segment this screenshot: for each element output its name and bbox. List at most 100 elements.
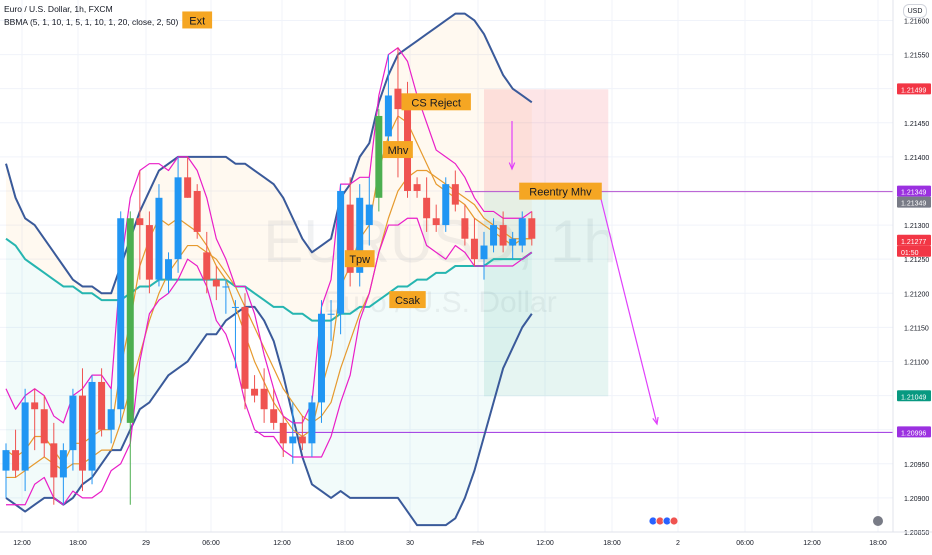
price-level-badge: 1.21349	[897, 196, 931, 208]
candle-body	[40, 409, 48, 444]
candle-body	[356, 197, 364, 273]
watermark-symbol: EURUSD, 1h	[263, 208, 616, 275]
candle-body	[413, 184, 421, 191]
candle-body	[317, 313, 325, 403]
annotation-text: Csak	[395, 295, 421, 307]
time-tick-label: 12:00	[536, 540, 554, 547]
candle-body	[145, 225, 153, 280]
candle-body	[50, 443, 58, 478]
candle-body	[203, 252, 211, 280]
price-tick-label: 1.21550	[904, 53, 929, 60]
price-tick-label: 1.21400	[904, 155, 929, 162]
time-tick-label: Feb	[472, 540, 484, 547]
annotation-box	[401, 93, 471, 111]
candle-body	[12, 450, 20, 471]
candle-body	[78, 395, 86, 471]
price-level-badge: 1.21049	[897, 390, 931, 402]
candle-body	[59, 450, 67, 478]
candle-body	[31, 402, 39, 410]
price-tick-label: 1.20850	[904, 530, 929, 537]
candle-body	[165, 259, 173, 280]
symbol-title[interactable]: Euro / U.S. Dollar, 1h, FXCM	[4, 4, 113, 14]
cs-reject-arrow-head	[508, 162, 516, 171]
price-level-badge: 1.21349	[897, 185, 931, 197]
price-axis: 1.216001.215501.215001.214501.214001.213…	[892, 0, 931, 537]
price-level-bg	[897, 234, 931, 246]
candle-body	[2, 450, 10, 471]
price-level-text: 1.21499	[901, 87, 926, 94]
candle-body	[365, 204, 373, 226]
time-tick-label: 18:00	[603, 540, 621, 547]
candle-body	[451, 184, 459, 205]
annotation-text: Mhv	[388, 145, 409, 157]
price-level-text: 1.20996	[901, 430, 926, 437]
annotation-box	[182, 11, 213, 29]
candle-body	[126, 218, 134, 423]
price-tick-label: 1.21250	[904, 257, 929, 264]
candle-body	[346, 204, 354, 273]
price-level-bg	[897, 426, 931, 438]
candle-body	[174, 177, 182, 260]
projection-arrow-head	[652, 416, 659, 426]
price-level-text: 01:50	[901, 250, 919, 257]
projection-arrow	[600, 198, 659, 426]
annotation-reentry-mhv: Reentry Mhv	[519, 182, 602, 200]
candle-body	[212, 279, 220, 287]
price-tick-label: 1.20900	[904, 496, 929, 503]
time-tick-label: 12:00	[273, 540, 291, 547]
event-icon	[873, 516, 883, 526]
candle-body	[470, 238, 478, 260]
bb-upper-line	[5, 12, 533, 295]
price-level-badge: 1.21499	[897, 83, 931, 95]
flag-icon	[669, 516, 679, 526]
time-tick-label: 06:00	[202, 540, 220, 547]
candle-body	[21, 402, 29, 471]
candle-body	[289, 436, 297, 444]
time-tick-label: 06:00	[736, 540, 754, 547]
candle-body	[193, 190, 201, 232]
annotation-box	[344, 250, 375, 268]
candle-body	[528, 218, 536, 239]
annotation-text: Tpw	[349, 254, 370, 266]
candle-body	[88, 381, 96, 471]
time-tick-label: 30	[406, 540, 414, 547]
candle-body	[509, 238, 517, 246]
price-level-text: 1.21277	[901, 239, 926, 246]
time-tick-label: 12:00	[803, 540, 821, 547]
candle-body	[518, 218, 526, 246]
time-tick-label: 18:00	[69, 540, 87, 547]
candle-body	[432, 218, 440, 226]
candle-body	[184, 177, 192, 198]
candle-body	[298, 436, 306, 444]
candle-body	[107, 409, 115, 430]
price-level-bg	[897, 245, 931, 257]
bb-inner-upper-line	[5, 47, 533, 424]
candle-body	[327, 313, 335, 315]
currency-button[interactable]: USD	[903, 4, 927, 18]
price-level-text: 1.21349	[901, 201, 926, 208]
annotation-text: Reentry Mhv	[529, 187, 592, 199]
annotation-ext: Ext	[182, 11, 213, 29]
candle-body	[337, 190, 345, 314]
annotation-text: Ext	[189, 15, 205, 27]
annotation-tpw: Tpw	[344, 250, 375, 268]
time-tick-label: 2	[676, 540, 680, 547]
annotation-box	[389, 291, 426, 309]
price-tick-label: 1.21200	[904, 291, 929, 298]
candle-body	[136, 218, 144, 226]
price-tick-label: 1.21300	[904, 223, 929, 230]
price-level-bg	[897, 83, 931, 95]
projection-arrow-shaft	[600, 198, 658, 425]
candle-body	[117, 218, 125, 410]
time-tick-label: 29	[142, 540, 150, 547]
indicator-legend[interactable]: BBMA (5, 1, 10, 1, 5, 1, 10, 1, 20, clos…	[4, 17, 179, 27]
price-tick-label: 1.21150	[904, 325, 929, 332]
candle-body	[260, 388, 268, 410]
candle-body	[394, 88, 402, 110]
candle-body	[231, 306, 239, 308]
price-tick-label: 1.20950	[904, 462, 929, 469]
stop-loss-zone	[484, 89, 609, 192]
